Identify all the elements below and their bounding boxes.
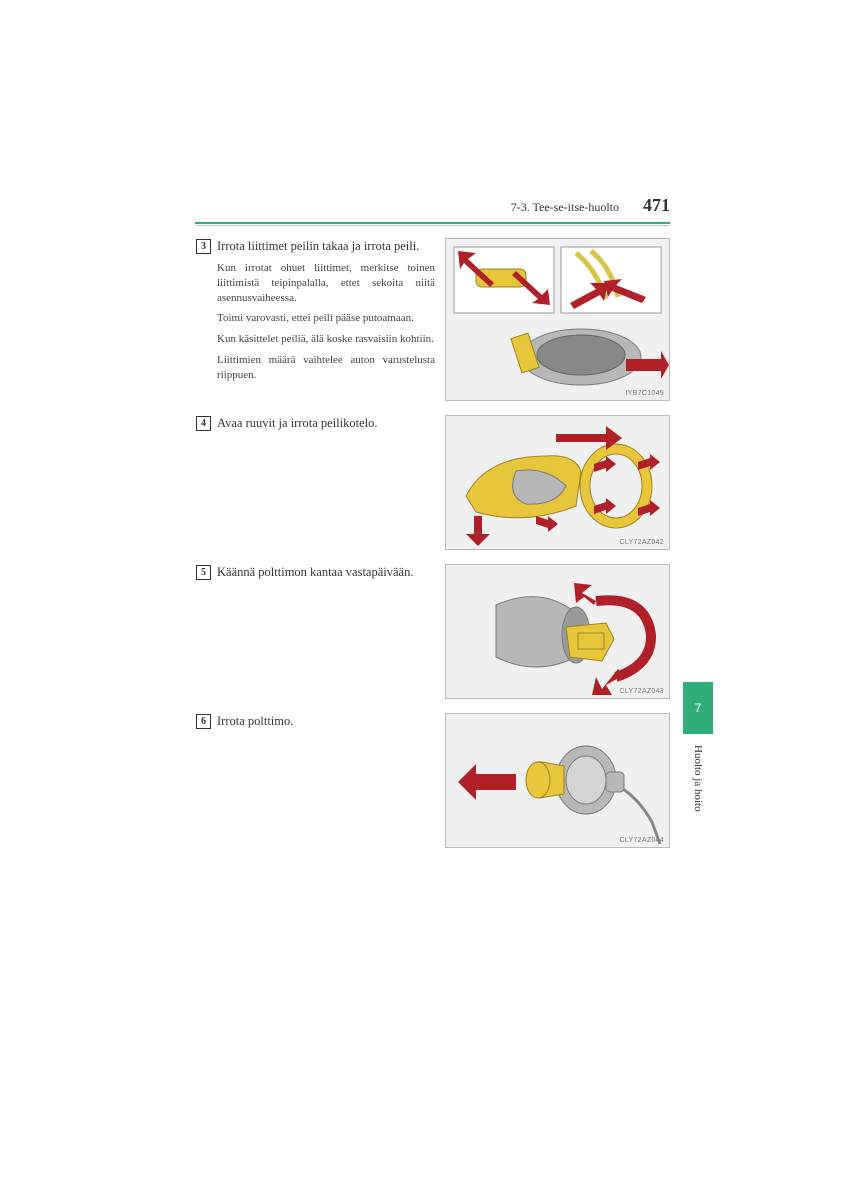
step-main-text: Irrota polttimo. [217,713,435,730]
figure-code: CLY72AZ043 [619,688,664,695]
diagram-mirror-housing [446,416,669,549]
figure-step-5: CLY72AZ043 [445,564,670,699]
figure-code: CLY72AZ042 [619,539,664,546]
chapter-tab: 7 [683,682,713,734]
figure-code: CLY72AZ044 [619,837,664,844]
step-sub-text: Kun irrotat ohuet liittimet, merkitse to… [217,261,435,306]
step-text: Käännä polttimon kantaa vastapäivään. [217,564,445,581]
step-4: 4 Avaa ruuvit ja irrota peilikotelo. [195,415,670,550]
rule-green [195,222,670,224]
figure-step-6: CLY72AZ044 [445,713,670,848]
step-number: 5 [196,565,211,580]
step-text: Avaa ruuvit ja irrota peilikotelo. [217,415,445,432]
step-number: 6 [196,714,211,729]
figure-step-3: IYB7C1049 [445,238,670,401]
figure-step-4: CLY72AZ042 [445,415,670,550]
step-5: 5 Käännä polttimon kantaa vastapäivään. … [195,564,670,699]
step-sub-text: Liittimien määrä vaihtelee auton varuste… [217,353,435,383]
step-main-text: Avaa ruuvit ja irrota peilikotelo. [217,415,435,432]
section-label: 7-3. Tee-se-itse-huolto [511,200,619,215]
chapter-side-label: Huolto ja hoito [692,745,704,812]
step-number-box: 3 [195,238,217,254]
step-text: Irrota liittimet peilin takaa ja irrota … [217,238,445,383]
step-main-text: Käännä polttimon kantaa vastapäivään. [217,564,435,581]
page-content: 7-3. Tee-se-itse-huolto 471 3 Irrota lii… [195,195,670,862]
diagram-remove-bulb [446,714,669,847]
step-number: 3 [196,239,211,254]
diagram-mirror-connectors [446,239,669,395]
step-sub-text: Kun käsittelet peiliä, älä koske rasvais… [217,332,435,347]
page-number: 471 [643,195,670,216]
step-number: 4 [196,416,211,431]
step-3: 3 Irrota liittimet peilin takaa ja irrot… [195,238,670,401]
step-6: 6 Irrota polttimo. CLY72AZ044 [195,713,670,848]
step-number-box: 5 [195,564,217,580]
chapter-number: 7 [695,701,702,715]
page-header: 7-3. Tee-se-itse-huolto 471 [195,195,670,222]
diagram-bulb-socket-turn [446,565,669,698]
step-number-box: 4 [195,415,217,431]
figure-code: IYB7C1049 [625,390,664,397]
step-number-box: 6 [195,713,217,729]
step-sub-text: Toimi varovasti, ettei peili pääse putoa… [217,311,435,326]
step-text: Irrota polttimo. [217,713,445,730]
rule-gray [195,225,670,226]
step-main-text: Irrota liittimet peilin takaa ja irrota … [217,238,435,255]
